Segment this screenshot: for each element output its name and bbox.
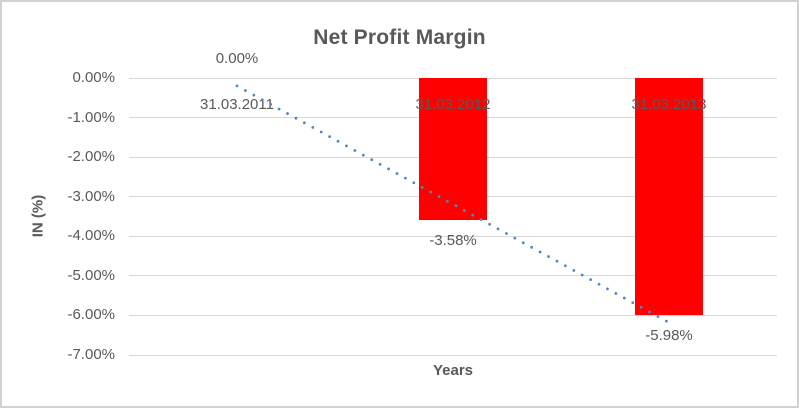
x-category-label: 31.03.2012 xyxy=(415,96,491,113)
gridline xyxy=(129,314,777,316)
data-label: 0.00% xyxy=(215,50,259,67)
x-category-label: 31.03.2013 xyxy=(631,96,707,113)
y-tick-label: -3.00% xyxy=(67,187,115,205)
y-tick-label: -5.00% xyxy=(67,266,115,284)
y-tick-label: -6.00% xyxy=(67,306,115,324)
data-label: -5.98% xyxy=(645,326,693,344)
y-axis-title: IN (%) xyxy=(29,194,47,238)
x-category-label: 31.03.2011 xyxy=(200,96,274,113)
y-tick-label: 0.00% xyxy=(72,69,115,86)
chart-title: Net Profit Margin xyxy=(313,26,486,49)
bar-31.03.2013 xyxy=(635,78,703,315)
y-tick-label: -4.00% xyxy=(67,227,115,245)
y-tick-label: -2.00% xyxy=(67,148,115,166)
y-tick-label: -1.00% xyxy=(67,108,115,126)
y-tick-label: -7.00% xyxy=(67,346,115,363)
gridline xyxy=(129,354,777,356)
x-axis-title: Years xyxy=(432,362,474,379)
data-label: -3.58% xyxy=(429,231,477,249)
